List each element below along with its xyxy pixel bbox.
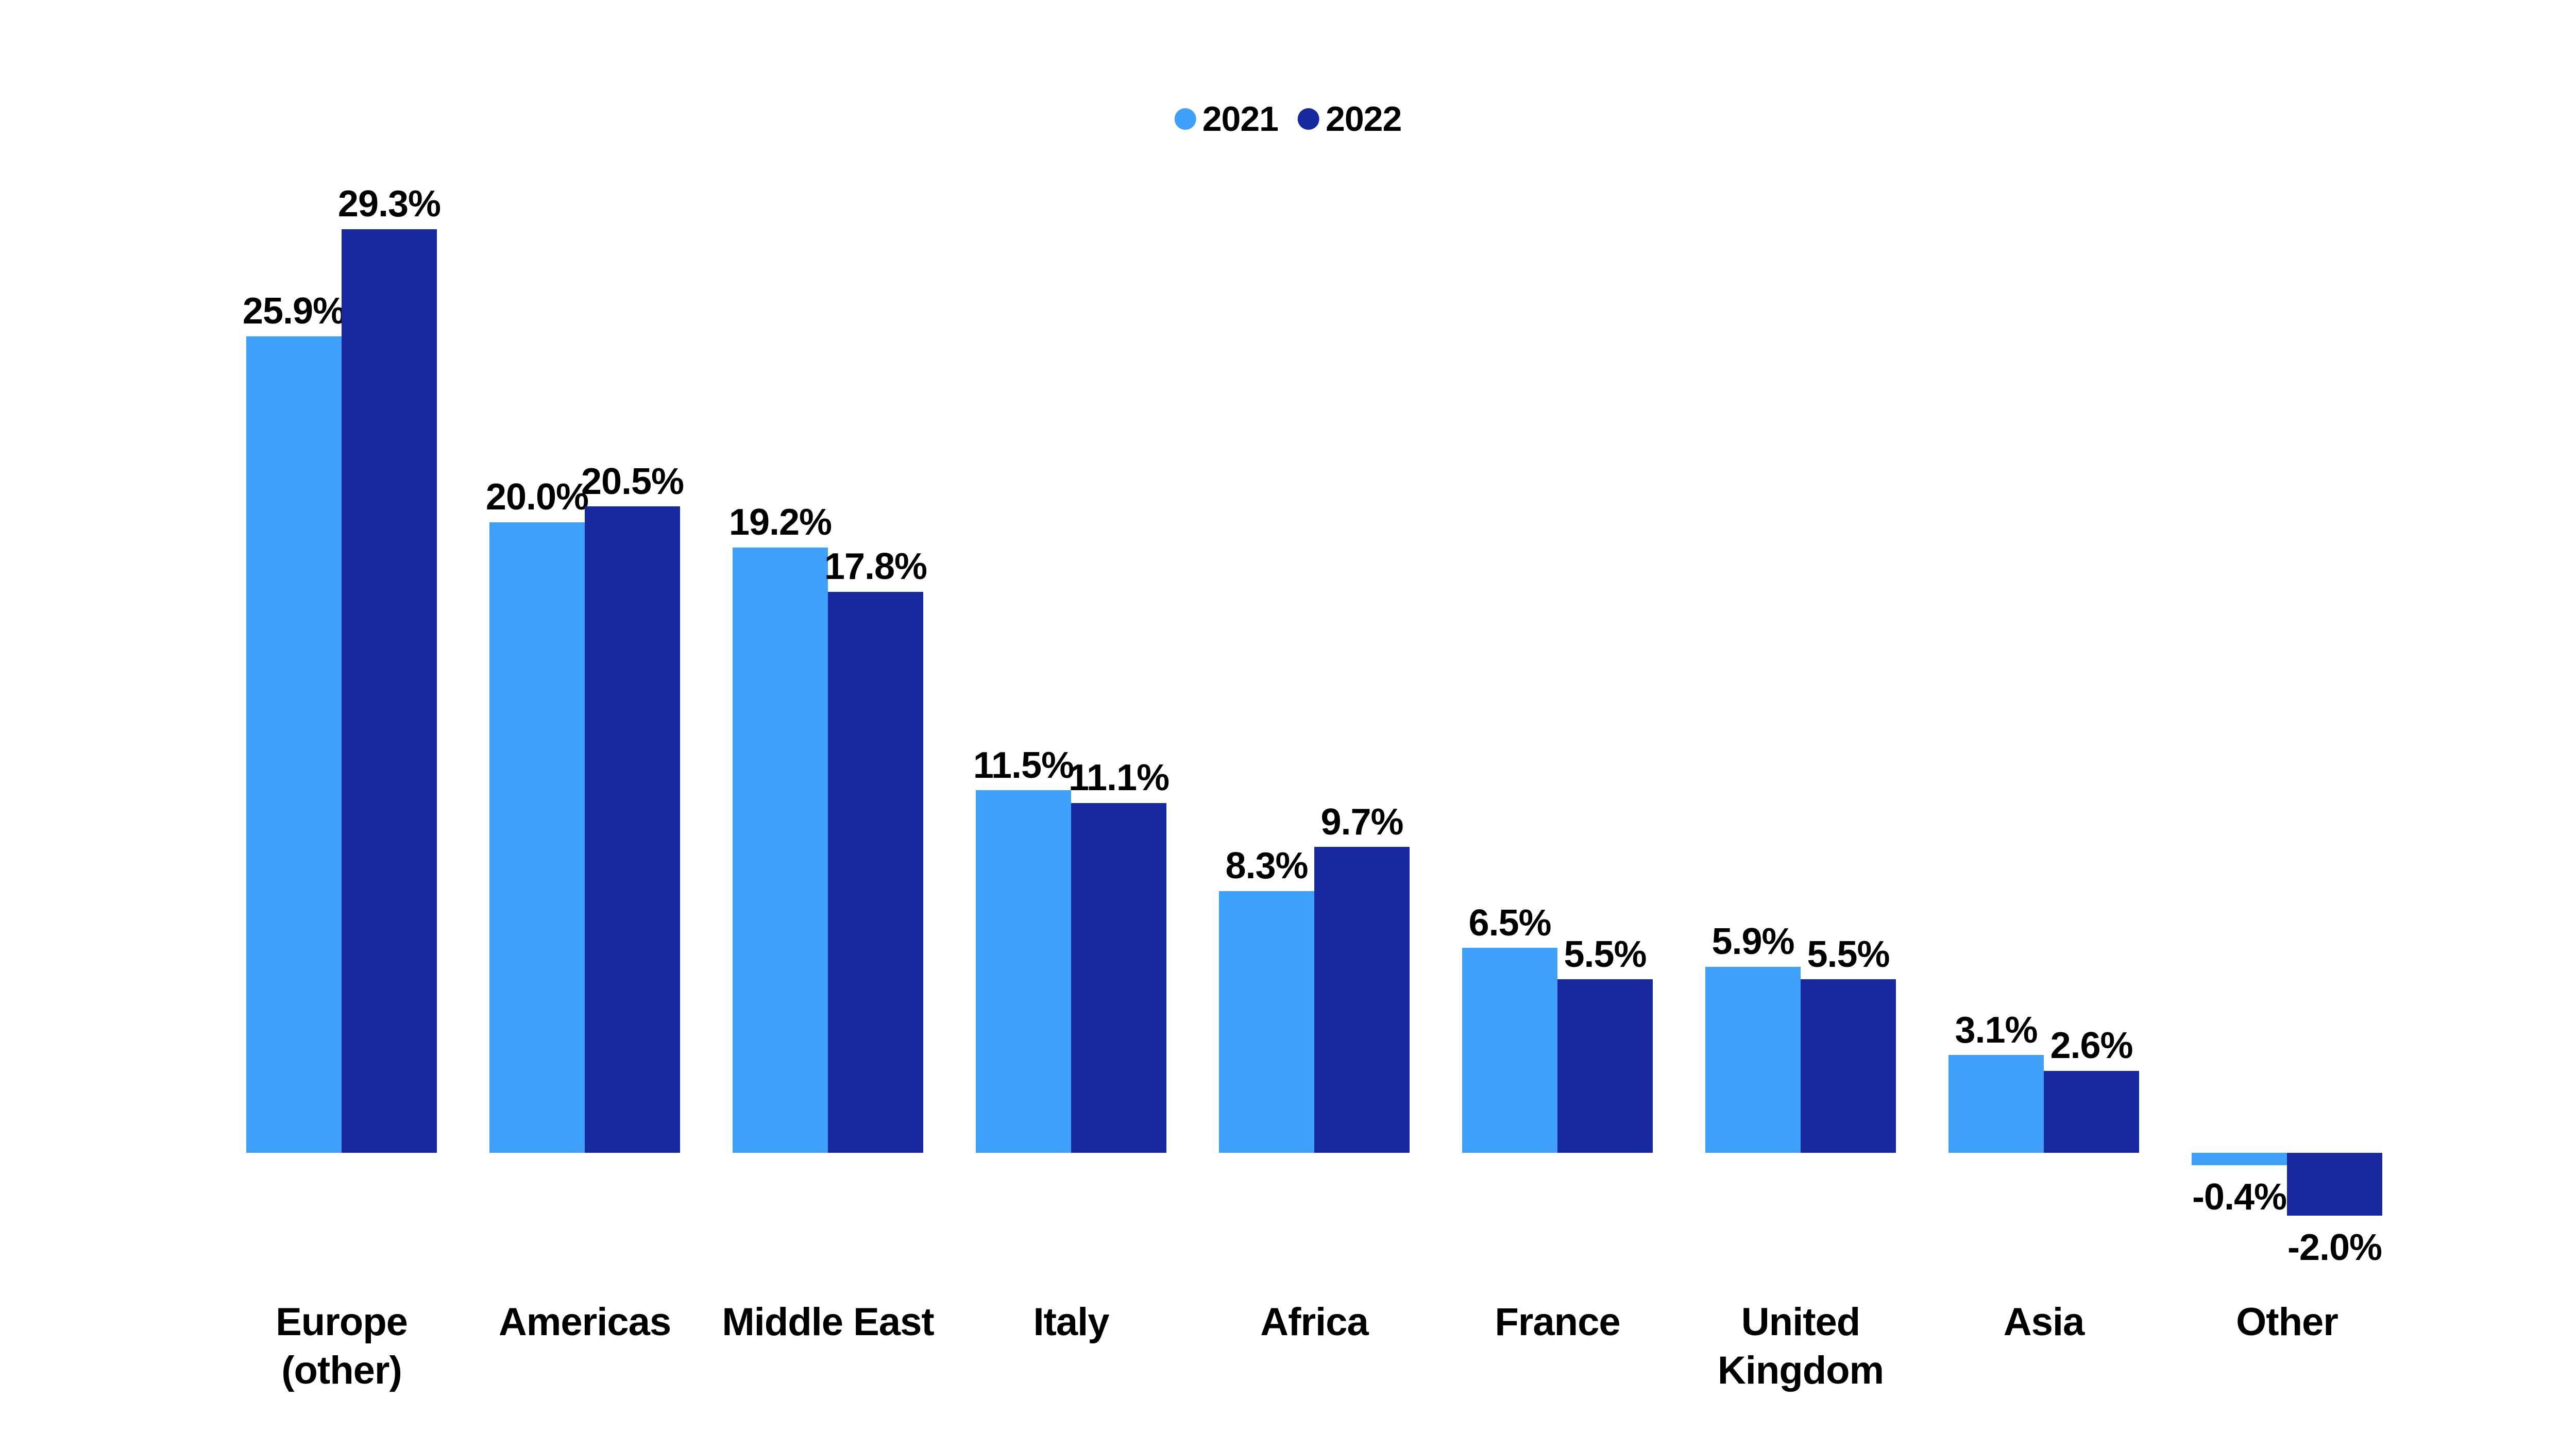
- category-label-europe-other: Europe (other): [276, 1300, 408, 1392]
- bar-asia-2022: [2044, 1070, 2139, 1153]
- legend-label-2021: 2021: [1202, 99, 1279, 139]
- value-label-africa-2022: 9.7%: [1320, 801, 1403, 843]
- bar-france-2022: [1557, 979, 1653, 1153]
- value-label-middle-east-2022: 17.8%: [824, 546, 927, 588]
- bar-middle-east-2021: [733, 547, 828, 1153]
- bar-italy-2021: [976, 790, 1071, 1153]
- bar-other-2022: [2287, 1153, 2382, 1216]
- bar-africa-2021: [1219, 891, 1314, 1153]
- value-label-europe-other-2021: 25.9%: [242, 291, 346, 332]
- category-label-asia: Asia: [2003, 1300, 2085, 1344]
- legend-label-2022: 2022: [1326, 99, 1402, 139]
- value-label-italy-2022: 11.1%: [1068, 757, 1170, 799]
- bar-other-2021: [2192, 1153, 2287, 1166]
- bar-europe-other-2021: [246, 336, 342, 1153]
- bar-italy-2022: [1071, 803, 1166, 1153]
- value-label-united-kingdom-2021: 5.9%: [1711, 921, 1794, 963]
- value-label-americas-2022: 20.5%: [581, 461, 684, 502]
- value-label-france-2022: 5.5%: [1564, 933, 1647, 975]
- value-label-asia-2022: 2.6%: [2050, 1025, 2133, 1067]
- value-label-middle-east-2021: 19.2%: [728, 502, 832, 543]
- category-label-other: Other: [2236, 1300, 2338, 1344]
- bar-europe-other-2022: [342, 229, 437, 1153]
- value-label-europe-other-2022: 29.3%: [337, 183, 441, 225]
- bar-asia-2021: [1948, 1055, 2044, 1153]
- bar-americas-2021: [489, 522, 585, 1153]
- value-label-france-2021: 6.5%: [1468, 902, 1551, 944]
- value-label-italy-2021: 11.5%: [973, 744, 1074, 786]
- value-label-other-2022: -2.0%: [2287, 1227, 2382, 1269]
- bar-united-kingdom-2021: [1705, 966, 1801, 1153]
- category-label-united-kingdom: United Kingdom: [1717, 1300, 1884, 1392]
- bar-france-2021: [1462, 948, 1557, 1153]
- bar-middle-east-2022: [828, 591, 923, 1153]
- category-label-africa: Africa: [1260, 1300, 1368, 1344]
- value-label-united-kingdom-2022: 5.5%: [1807, 933, 1890, 975]
- value-label-other-2021: -0.4%: [2192, 1177, 2287, 1218]
- legend-dot-2022-icon: [1298, 108, 1319, 130]
- bar-united-kingdom-2022: [1801, 979, 1896, 1153]
- legend-item-2022: 2022: [1298, 99, 1402, 139]
- category-label-americas: Americas: [498, 1300, 671, 1344]
- bar-americas-2022: [585, 506, 680, 1153]
- bar-africa-2022: [1314, 847, 1410, 1153]
- value-label-asia-2021: 3.1%: [1955, 1009, 2038, 1051]
- category-label-france: France: [1495, 1300, 1620, 1344]
- value-label-africa-2021: 8.3%: [1225, 845, 1308, 887]
- legend-dot-2021-icon: [1174, 108, 1196, 130]
- value-label-americas-2021: 20.0%: [485, 476, 589, 518]
- category-label-middle-east: Middle East: [722, 1300, 934, 1344]
- legend: 2021 2022: [1174, 99, 1402, 139]
- legend-item-2021: 2021: [1174, 99, 1279, 139]
- category-label-italy: Italy: [1033, 1300, 1109, 1344]
